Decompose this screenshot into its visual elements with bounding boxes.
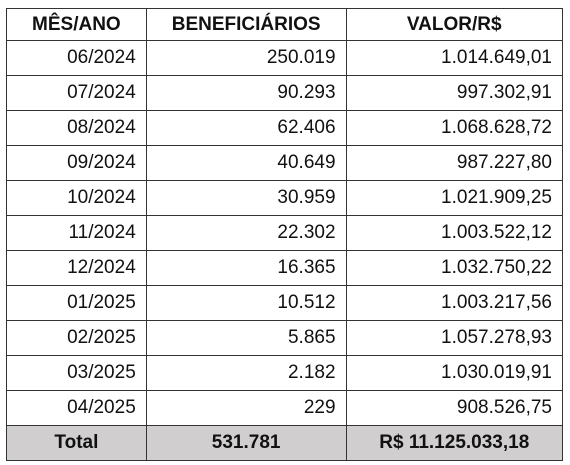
data-row: 09/2024 40.649 987.227,80 [6, 145, 564, 181]
table-cell: 1.032.750,22 [345, 250, 564, 286]
data-row: 03/2025 2.182 1.030.019,91 [6, 355, 564, 391]
data-row: 07/2024 90.293 997.302,91 [6, 75, 564, 111]
table-cell: 04/2025 [6, 390, 147, 426]
table-cell: 10/2024 [6, 180, 147, 216]
table-cell: 07/2024 [6, 75, 147, 111]
column-header: BENEFICIÁRIOS [145, 8, 347, 41]
table-cell: 10.512 [145, 285, 347, 321]
column-header: MÊS/ANO [6, 8, 147, 41]
table-cell: 16.365 [145, 250, 347, 286]
table-cell: 08/2024 [6, 110, 147, 146]
table-cell: 22.302 [145, 215, 347, 251]
column-header: VALOR/R$ [345, 8, 564, 41]
table-cell: 2.182 [145, 355, 347, 391]
table-cell: 250.019 [145, 40, 347, 76]
table-cell: 1.003.217,56 [345, 285, 564, 321]
table-cell: 11/2024 [6, 215, 147, 251]
table-cell: 40.649 [145, 145, 347, 181]
table-cell: 1.068.628,72 [345, 110, 564, 146]
data-row: 01/2025 10.512 1.003.217,56 [6, 285, 564, 321]
table-cell: 90.293 [145, 75, 347, 111]
table-cell: 1.057.278,93 [345, 320, 564, 356]
header-row: MÊS/ANO BENEFICIÁRIOS VALOR/R$ [6, 8, 564, 41]
data-row: 10/2024 30.959 1.021.909,25 [6, 180, 564, 216]
table-cell: 01/2025 [6, 285, 147, 321]
table-cell: 5.865 [145, 320, 347, 356]
data-table: MÊS/ANO BENEFICIÁRIOS VALOR/R$ 06/2024 250.… [6, 8, 564, 461]
data-row: 04/2025 229 908.526,75 [6, 390, 564, 426]
total-cell: 531.781 [145, 425, 347, 461]
table-cell: 09/2024 [6, 145, 147, 181]
table-cell: 1.014.649,01 [345, 40, 564, 76]
data-row: 02/2025 5.865 1.057.278,93 [6, 320, 564, 356]
table-cell: 02/2025 [6, 320, 147, 356]
data-row: 11/2024 22.302 1.003.522,12 [6, 215, 564, 251]
table-cell: 62.406 [145, 110, 347, 146]
table-cell: 1.021.909,25 [345, 180, 564, 216]
table-cell: 03/2025 [6, 355, 147, 391]
table-cell: 30.959 [145, 180, 347, 216]
table-cell: 1.003.522,12 [345, 215, 564, 251]
data-row: 12/2024 16.365 1.032.750,22 [6, 250, 564, 286]
table-cell: 908.526,75 [345, 390, 564, 426]
data-row: 06/2024 250.019 1.014.649,01 [6, 40, 564, 76]
table-cell: 229 [145, 390, 347, 426]
data-row: 08/2024 62.406 1.068.628,72 [6, 110, 564, 146]
total-cell: R$ 11.125.033,18 [345, 425, 564, 461]
total-row: Total 531.781 R$ 11.125.033,18 [6, 425, 564, 461]
total-cell: Total [6, 425, 147, 461]
table-cell: 987.227,80 [345, 145, 564, 181]
table-cell: 12/2024 [6, 250, 147, 286]
table-cell: 1.030.019,91 [345, 355, 564, 391]
table-cell: 06/2024 [6, 40, 147, 76]
table-cell: 997.302,91 [345, 75, 564, 111]
